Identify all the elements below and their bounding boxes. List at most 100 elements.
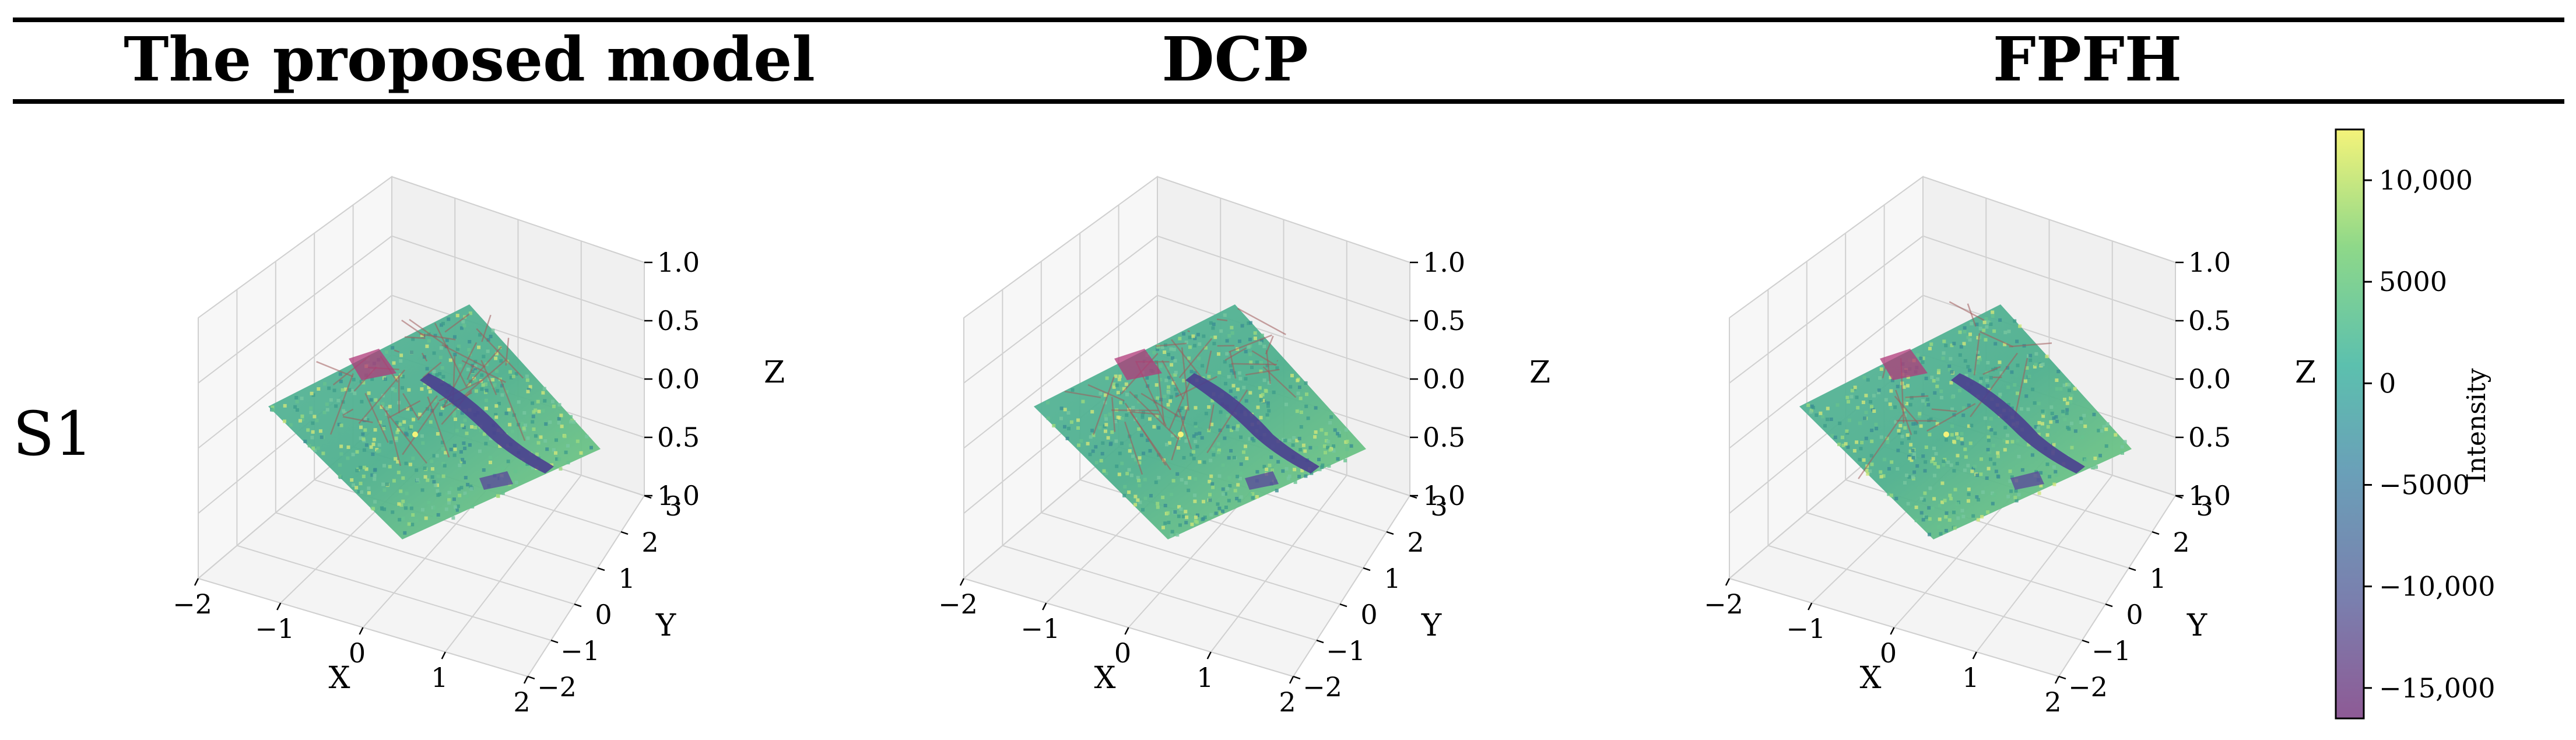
surface-point <box>1114 439 1118 443</box>
surface-point <box>1962 342 1966 346</box>
surface-point <box>1921 393 1925 397</box>
surface-point <box>2016 391 2019 395</box>
z-tick-label: 1.0 <box>1423 247 1465 278</box>
surface-point <box>373 468 377 472</box>
correspondence-line <box>1245 369 1280 376</box>
surface-point <box>1094 445 1098 449</box>
surface-point <box>2041 414 2045 418</box>
surface-point <box>364 467 368 471</box>
surface-point <box>283 419 286 423</box>
surface-point <box>1178 523 1182 527</box>
y-tick-label: 1 <box>618 563 635 594</box>
correspondence-line <box>1124 402 1167 466</box>
surface-point <box>509 376 513 380</box>
correspondence-line <box>1882 367 1886 378</box>
surface-point <box>366 418 370 422</box>
surface-point <box>1216 502 1220 506</box>
surface-point <box>1170 373 1174 377</box>
surface-point <box>1905 396 1910 400</box>
surface-point <box>1220 507 1224 511</box>
surface-point <box>313 415 317 419</box>
surface-point <box>458 493 462 497</box>
surface-point <box>455 508 459 512</box>
grid-line-y <box>1768 545 2083 641</box>
y-tick-mark <box>527 675 535 680</box>
surface-point <box>1833 436 1837 439</box>
surface-point <box>459 450 463 454</box>
surface-point <box>2020 468 2024 472</box>
surface-point <box>466 367 470 371</box>
surface-point <box>1865 468 1869 472</box>
surface-point <box>430 467 434 471</box>
surface-point <box>378 420 382 425</box>
surface-point <box>1955 432 1959 436</box>
surface-point <box>1224 381 1227 385</box>
surface-point <box>1324 439 1328 443</box>
surface-point <box>2092 412 2096 416</box>
surface-point <box>1194 440 1198 444</box>
surface-point <box>427 339 431 343</box>
surface-point <box>1987 467 1991 471</box>
correspondence-line <box>1982 366 2001 376</box>
surface-point <box>1838 421 1842 425</box>
surface-point <box>2009 489 2013 493</box>
surface-point <box>1237 499 1241 503</box>
surface-point <box>1188 476 1192 480</box>
surface-point <box>1221 509 1224 513</box>
surface-point <box>359 436 363 440</box>
surface-point <box>1171 479 1175 483</box>
correspondence-line <box>1140 392 1181 418</box>
groove-stripe <box>420 373 554 474</box>
surface-point <box>346 456 350 460</box>
surface-point <box>428 390 432 394</box>
surface-point <box>1197 356 1201 360</box>
surface-point <box>1253 336 1257 341</box>
surface-point <box>557 403 561 407</box>
surface-point <box>2063 418 2067 422</box>
surface-point <box>1163 504 1167 507</box>
surface-point <box>2013 383 2017 387</box>
surface-point <box>557 417 561 421</box>
surface-point <box>1329 415 1333 419</box>
surface-point <box>1161 525 1165 529</box>
surface-point <box>506 460 510 464</box>
z-axis-label: Z <box>1529 355 1550 390</box>
y-tick-label: 0 <box>2126 599 2143 630</box>
surface-point <box>1902 385 1906 389</box>
surface-point <box>1984 338 1988 342</box>
surface-point <box>1063 408 1067 412</box>
surface-point <box>1076 426 1080 430</box>
surface-point <box>453 352 457 356</box>
correspondence-line <box>434 322 468 388</box>
surface-point <box>461 320 465 324</box>
surface-point <box>1295 439 1299 443</box>
surface-point <box>306 428 310 432</box>
surface-point <box>1194 432 1198 436</box>
surface-point <box>1198 460 1202 464</box>
surface-point <box>1998 360 2002 364</box>
surface-point <box>1959 514 1963 518</box>
surface-point <box>1196 332 1200 336</box>
surface-point <box>1133 494 1138 499</box>
surface-point <box>2033 364 2037 369</box>
surface-point <box>443 464 447 468</box>
surface-point <box>2005 440 2009 444</box>
surface-point <box>341 388 345 392</box>
grid-line-y <box>1806 512 2106 605</box>
y-tick-label: −2 <box>537 671 577 703</box>
correspondence-line <box>1155 342 1187 347</box>
z-axis-label: Z <box>2295 355 2316 390</box>
surface-point <box>399 359 403 363</box>
surface-point <box>1191 450 1195 454</box>
surface-point <box>1195 444 1199 448</box>
surface-point <box>1874 422 1878 426</box>
surface-point <box>1987 388 1991 392</box>
surface-point <box>1230 428 1233 432</box>
correspondence-line <box>1224 347 1247 361</box>
y-tick-mark <box>1386 531 1394 535</box>
surface-point <box>1964 455 1968 459</box>
surface-point <box>1133 458 1138 462</box>
surface-point <box>1244 444 1247 448</box>
surface-point <box>1870 405 1873 409</box>
